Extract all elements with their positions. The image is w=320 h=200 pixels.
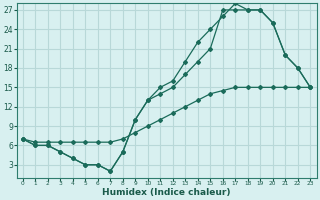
X-axis label: Humidex (Indice chaleur): Humidex (Indice chaleur) bbox=[102, 188, 231, 197]
